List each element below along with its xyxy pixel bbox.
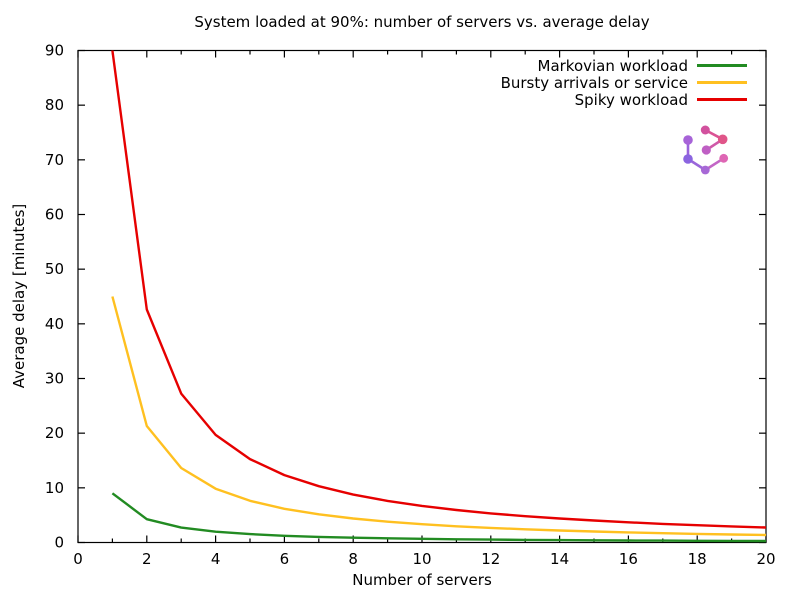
y-tick-label: 50 — [45, 260, 64, 278]
y-axis-label: Average delay [minutes] — [10, 203, 28, 389]
y-tick-label: 0 — [54, 534, 64, 552]
x-tick-label: 16 — [619, 550, 638, 568]
x-tick-label: 20 — [756, 550, 775, 568]
logo-node — [719, 153, 729, 163]
legend-label: Spiky workload — [574, 90, 688, 109]
chart-title: System loaded at 90%: number of servers … — [194, 13, 650, 31]
x-tick-label: 0 — [73, 550, 83, 568]
series-line-1 — [111, 296, 766, 537]
legend: Markovian workload Bursty arrivals or ser… — [500, 56, 747, 109]
logo-node — [701, 145, 711, 155]
x-tick-label: 2 — [142, 550, 152, 568]
x-tick-label: 12 — [481, 550, 500, 568]
y-tick-label: 30 — [45, 370, 64, 388]
y-tick-label: 10 — [45, 479, 64, 497]
legend-line-sample — [697, 63, 747, 68]
logo-node — [700, 125, 710, 135]
y-tick-label: 90 — [45, 42, 64, 60]
logo-node — [683, 154, 693, 164]
x-tick-label: 4 — [211, 550, 221, 568]
logo-node — [683, 135, 693, 145]
x-tick-label: 10 — [412, 550, 431, 568]
x-tick-label: 14 — [550, 550, 569, 568]
x-axis-label: Number of servers — [352, 571, 492, 589]
legend-item: Markovian workload — [501, 56, 747, 75]
legend-line-sample — [697, 97, 747, 102]
x-tick-label: 8 — [348, 550, 358, 568]
logo-node — [700, 165, 710, 175]
y-tick-label: 20 — [45, 424, 64, 442]
y-tick-label: 80 — [45, 96, 64, 114]
network-logo-icon — [683, 125, 729, 175]
x-tick-label: 6 — [280, 550, 290, 568]
y-tick-label: 40 — [45, 315, 64, 333]
legend-label: Markovian workload — [537, 56, 689, 75]
legend-label: Bursty arrivals or service — [500, 73, 688, 92]
y-tick-label: 60 — [45, 206, 64, 224]
legend-item: Spiky workload — [501, 90, 747, 109]
legend-line-sample — [697, 80, 747, 85]
legend-item: Bursty arrivals or service — [500, 73, 747, 92]
series-line-2 — [111, 50, 766, 529]
series-line-0 — [111, 492, 766, 543]
x-tick-label: 18 — [688, 550, 707, 568]
logo-node — [717, 134, 728, 145]
y-tick-label: 70 — [45, 151, 64, 169]
